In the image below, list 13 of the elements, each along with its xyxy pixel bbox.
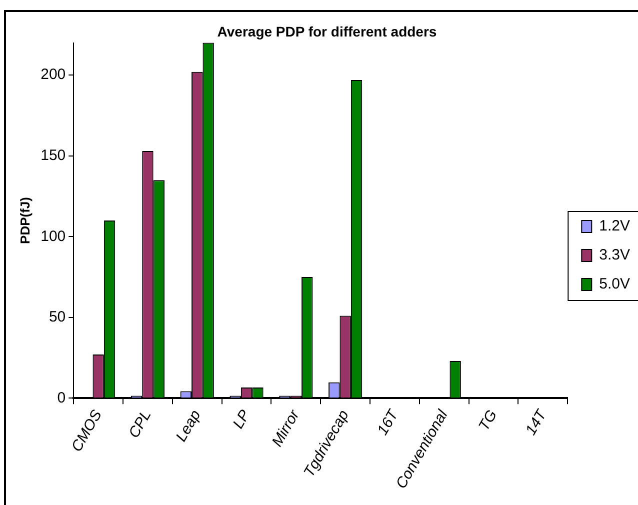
x-tick-label: TG (475, 406, 501, 434)
y-tick-label: 0 (57, 389, 66, 406)
chart-title: Average PDP for different adders (217, 23, 437, 40)
y-tick-label: 150 (40, 147, 66, 164)
y-tick-label: 200 (40, 66, 66, 84)
y-tick-label: 50 (48, 308, 66, 326)
legend-label: 3.3V (599, 246, 630, 264)
legend-label: 1.2V (599, 218, 630, 235)
y-axis-title: PDP(fJ) (17, 197, 32, 244)
x-tick-label: LP (230, 407, 254, 432)
x-tick-label: CPL (125, 407, 155, 442)
y-tick-label: 100 (40, 228, 66, 245)
legend-label: 5.0V (599, 276, 630, 293)
